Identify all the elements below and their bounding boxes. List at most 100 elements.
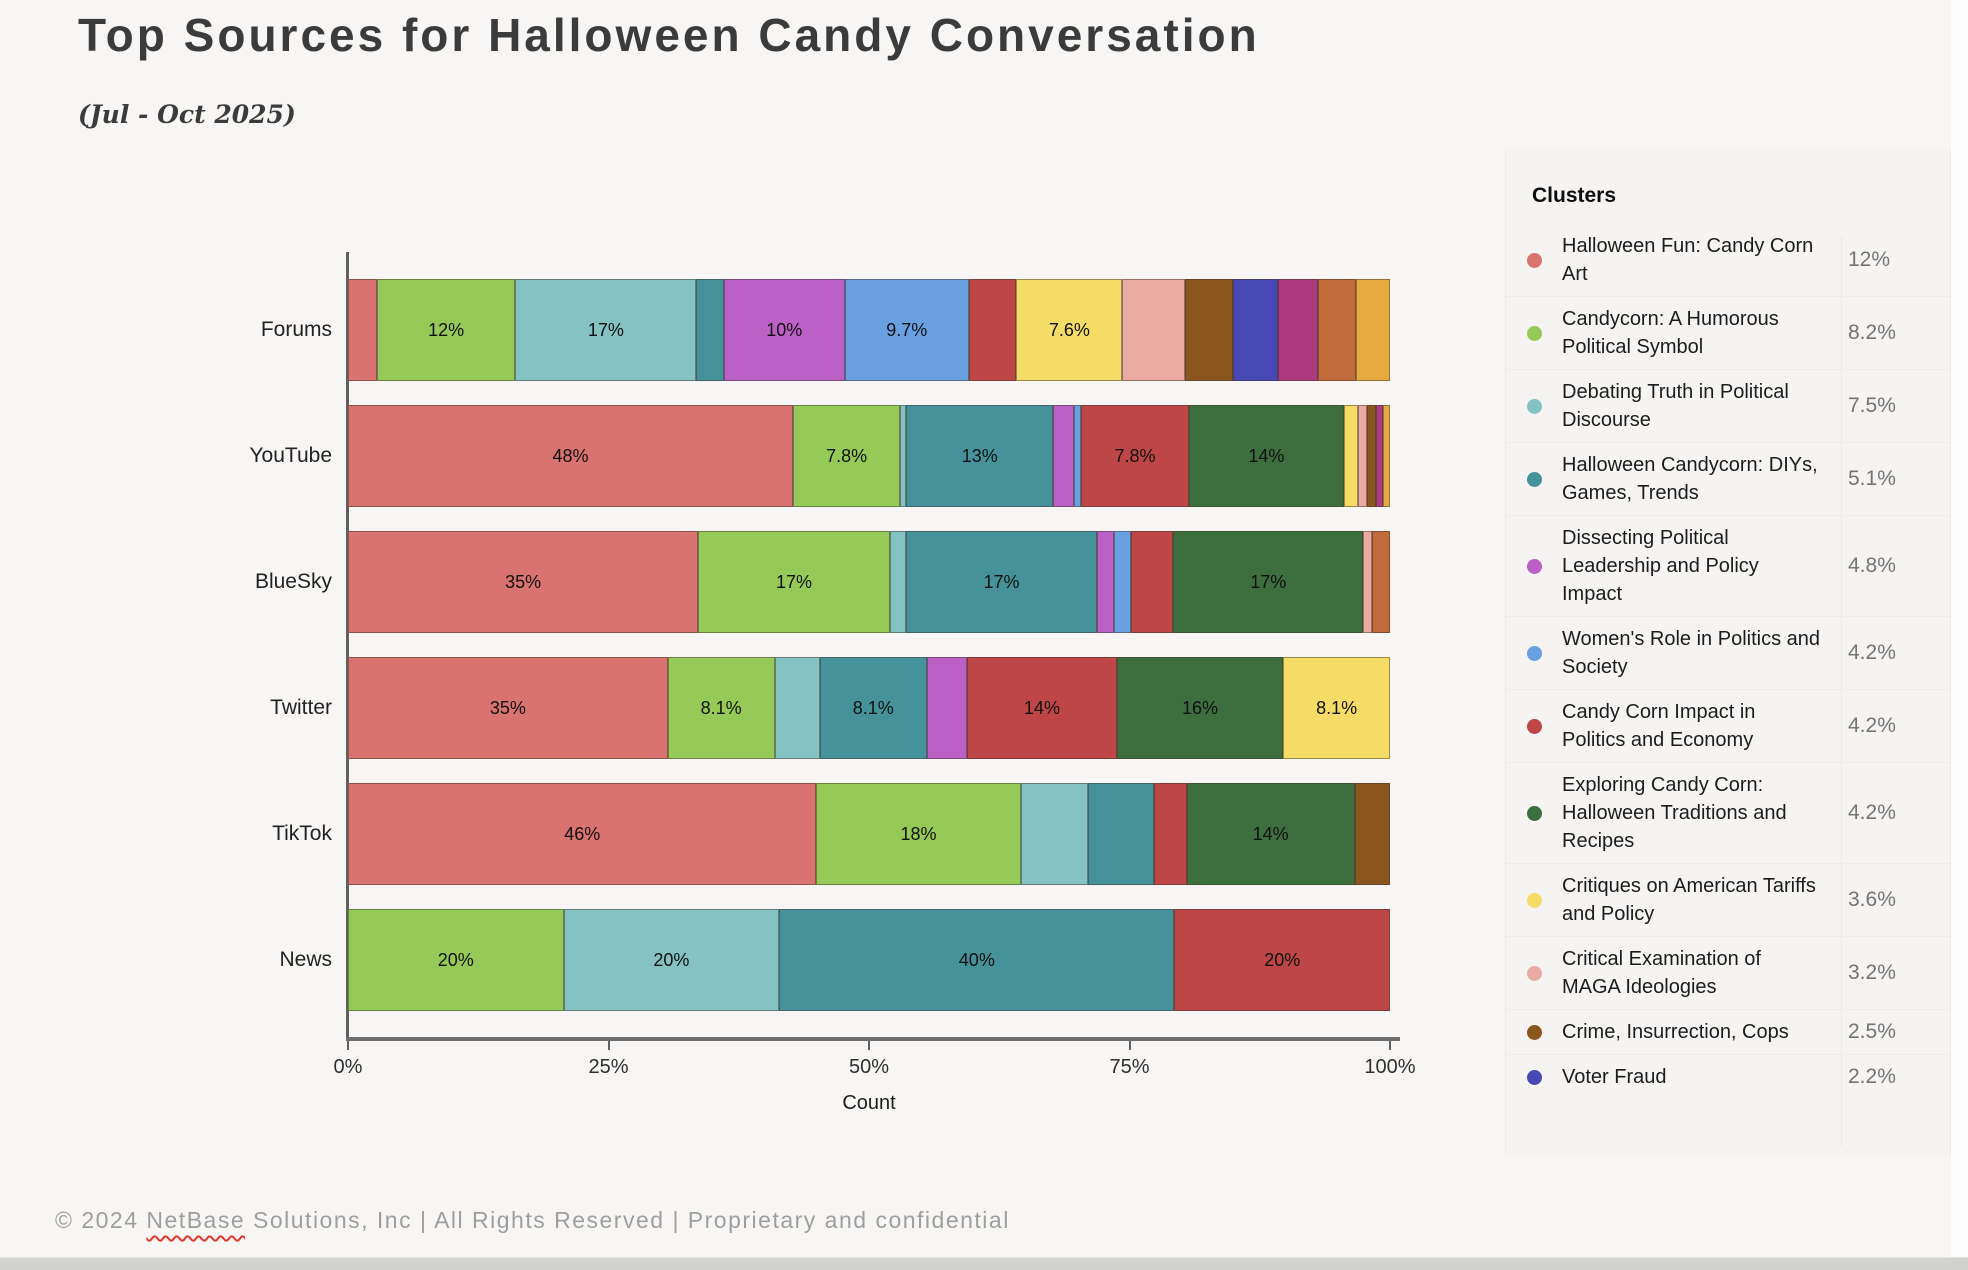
bar-segment-amber[interactable] bbox=[1355, 279, 1390, 381]
legend-item[interactable]: Halloween Candycorn: DIYs, Games, Trends… bbox=[1506, 442, 1950, 515]
bar-segment-sienna[interactable] bbox=[1372, 531, 1390, 633]
legend-dot-column bbox=[1506, 1069, 1562, 1085]
bar-segment-yellow[interactable]: 7.6% bbox=[1016, 279, 1123, 381]
bar-segment-darkteal[interactable]: 40% bbox=[779, 909, 1175, 1011]
bar-segment-salmon[interactable]: 35% bbox=[348, 657, 668, 759]
bar-segment-pink[interactable] bbox=[1358, 405, 1367, 507]
legend-title: Clusters bbox=[1532, 184, 1617, 207]
legend-item-percent: 4.2% bbox=[1848, 714, 1896, 737]
bar-segment-brown[interactable] bbox=[1367, 405, 1376, 507]
bar-segment-red[interactable]: 7.8% bbox=[1081, 405, 1189, 507]
legend-item-percent: 4.2% bbox=[1848, 801, 1896, 824]
bar-segment-green[interactable]: 17% bbox=[698, 531, 890, 633]
bar-segment-lightteal[interactable] bbox=[900, 405, 907, 507]
bar-segment-pink[interactable] bbox=[1363, 531, 1373, 633]
bar-segment-lightteal[interactable]: 20% bbox=[563, 909, 780, 1011]
legend-color-dot-indigo bbox=[1526, 1069, 1542, 1085]
bar-segment-lightteal[interactable] bbox=[1020, 783, 1088, 885]
bar-segment-purple[interactable] bbox=[1097, 531, 1115, 633]
bar-segment-darkteal[interactable]: 17% bbox=[905, 531, 1098, 633]
bar-segment-darkteal[interactable]: 8.1% bbox=[819, 657, 927, 759]
bar-segment-purple[interactable] bbox=[1053, 405, 1074, 507]
legend-dot-column bbox=[1506, 325, 1562, 341]
legend-item[interactable]: Women's Role in Politics and Society 4.2% bbox=[1506, 616, 1950, 689]
legend-item[interactable]: Critical Examination of MAGA Ideologies 3… bbox=[1506, 936, 1950, 1009]
bar-segment-indigo[interactable] bbox=[1233, 279, 1279, 381]
bar-label-tiktok: TikTok bbox=[272, 822, 332, 845]
bar-segment-pink[interactable] bbox=[1122, 279, 1186, 381]
legend-dot-column bbox=[1506, 558, 1562, 574]
bar-segment-red[interactable] bbox=[1131, 531, 1174, 633]
bar-segment-value: 20% bbox=[653, 949, 690, 970]
bar-segment-salmon[interactable] bbox=[348, 279, 377, 381]
x-tick-label: 100% bbox=[1364, 1056, 1416, 1078]
bar-segment-salmon[interactable]: 48% bbox=[348, 405, 793, 507]
horizontal-scrollbar[interactable] bbox=[0, 1257, 1968, 1270]
legend-item-label: Voter Fraud bbox=[1562, 1066, 1667, 1088]
legend-dot-column bbox=[1506, 965, 1562, 981]
legend-item[interactable]: Candy Corn Impact in Politics and Econom… bbox=[1506, 689, 1950, 762]
legend-dot-column bbox=[1506, 892, 1562, 908]
legend-item[interactable]: Dissecting Political Leadership and Poli… bbox=[1506, 515, 1950, 616]
x-tick bbox=[1128, 1041, 1131, 1050]
bar-segment-value: 12% bbox=[428, 319, 465, 340]
bar-segment-yellow[interactable]: 8.1% bbox=[1283, 657, 1390, 759]
bar-segment-brown[interactable] bbox=[1354, 783, 1391, 885]
bar-label-forums: Forums bbox=[260, 318, 332, 341]
bar-segment-value: 35% bbox=[505, 571, 542, 592]
bar-segment-green[interactable]: 7.8% bbox=[792, 405, 901, 507]
bar-label-news: News bbox=[279, 948, 332, 971]
bar-segment-magenta[interactable] bbox=[1278, 279, 1319, 381]
bar-segment-red[interactable]: 14% bbox=[967, 657, 1117, 759]
bar-segment-green[interactable]: 8.1% bbox=[667, 657, 775, 759]
legend-item[interactable]: Crime, Insurrection, Cops 2.5% bbox=[1506, 1009, 1950, 1054]
bar-segment-yellow[interactable] bbox=[1344, 405, 1359, 507]
bar-segment-lightteal[interactable] bbox=[774, 657, 820, 759]
legend-item-label: Candycorn: A Humorous Political Symbol bbox=[1562, 308, 1779, 358]
y-axis-line bbox=[346, 252, 349, 1041]
copyright-footer: © 2024 NetBase Solutions, Inc | All Righ… bbox=[55, 1207, 1010, 1234]
bar-segment-green[interactable]: 18% bbox=[816, 783, 1021, 885]
legend-item[interactable]: Candycorn: A Humorous Political Symbol 8.… bbox=[1506, 296, 1950, 369]
bar-segment-purple[interactable] bbox=[926, 657, 968, 759]
legend-item[interactable]: Voter Fraud 2.2% bbox=[1506, 1054, 1950, 1099]
bar-segment-darkteal[interactable] bbox=[1087, 783, 1155, 885]
bar-segment-darkteal[interactable]: 13% bbox=[906, 405, 1054, 507]
bar-segment-salmon[interactable]: 35% bbox=[348, 531, 699, 633]
bar-track: 20% 20% 40% 20% bbox=[348, 909, 1391, 1011]
bar-segment-darkgreen[interactable]: 14% bbox=[1186, 783, 1355, 885]
bar-track: 48% 7.8% 13% 7.8% 14% bbox=[348, 405, 1390, 507]
bar-segment-green[interactable]: 20% bbox=[348, 909, 564, 1011]
bar-segment-red[interactable] bbox=[968, 279, 1017, 381]
legend-item[interactable]: Exploring Candy Corn: Halloween Traditio… bbox=[1506, 762, 1950, 863]
legend-item[interactable]: Halloween Fun: Candy Corn Art 12% bbox=[1506, 224, 1950, 296]
legend-item[interactable]: Debating Truth in Political Discourse 7.5… bbox=[1506, 369, 1950, 442]
bar-segment-purple[interactable]: 10% bbox=[723, 279, 845, 381]
legend-color-dot-red bbox=[1526, 718, 1542, 734]
bar-segment-value: 35% bbox=[489, 697, 526, 718]
legend-item-label: Halloween Candycorn: DIYs, Games, Trends bbox=[1562, 454, 1818, 504]
bar-segment-sienna[interactable] bbox=[1318, 279, 1356, 381]
bar-segment-magenta[interactable] bbox=[1375, 405, 1384, 507]
bar-segment-red[interactable] bbox=[1154, 783, 1187, 885]
bar-segment-darkgreen[interactable]: 16% bbox=[1116, 657, 1284, 759]
bar-row-tiktok: TikTok 46% 18% 14% bbox=[272, 783, 1391, 885]
bar-segment-green[interactable]: 12% bbox=[376, 279, 516, 381]
bar-segment-darkgreen[interactable]: 14% bbox=[1188, 405, 1344, 507]
bar-segment-blue[interactable] bbox=[1114, 531, 1132, 633]
legend-color-dot-yellow bbox=[1526, 892, 1542, 908]
bar-segment-lightteal[interactable]: 17% bbox=[515, 279, 697, 381]
bar-segment-value: 9.7% bbox=[886, 319, 928, 340]
bar-segment-brown[interactable] bbox=[1185, 279, 1234, 381]
legend-item-percent: 8.2% bbox=[1848, 321, 1896, 344]
bar-segment-amber[interactable] bbox=[1383, 405, 1390, 507]
bar-segment-lightteal[interactable] bbox=[889, 531, 906, 633]
bar-segment-darkteal[interactable] bbox=[696, 279, 724, 381]
bar-segment-salmon[interactable]: 46% bbox=[348, 783, 817, 885]
bar-segment-red[interactable]: 20% bbox=[1174, 909, 1391, 1011]
bar-segment-darkgreen[interactable]: 17% bbox=[1173, 531, 1364, 633]
bar-segment-blue[interactable]: 9.7% bbox=[844, 279, 969, 381]
x-tick-label: 25% bbox=[588, 1056, 629, 1078]
legend-item[interactable]: Critiques on American Tariffs and Policy… bbox=[1506, 863, 1950, 936]
bar-segment-blue[interactable] bbox=[1073, 405, 1082, 507]
